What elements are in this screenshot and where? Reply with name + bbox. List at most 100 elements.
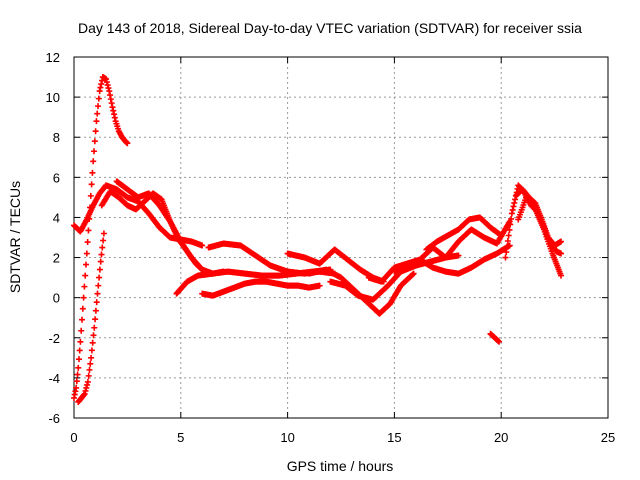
series-arc-3 (71, 182, 206, 249)
data-point (95, 282, 102, 289)
data-point (88, 181, 95, 188)
data-point (199, 242, 206, 249)
series-arc-2 (75, 230, 107, 405)
data-point (95, 95, 102, 102)
data-point (93, 118, 100, 125)
data-points (71, 74, 565, 405)
data-point (91, 324, 98, 331)
x-tick-label: 15 (387, 430, 401, 445)
data-point (109, 104, 116, 111)
data-point (92, 307, 99, 314)
data-point (506, 226, 513, 233)
data-point (504, 238, 511, 245)
data-point (316, 282, 323, 289)
data-point (84, 381, 91, 388)
data-point (83, 384, 90, 391)
y-tick-label: 4 (53, 210, 60, 225)
data-point (96, 274, 103, 281)
series-arc-17 (513, 186, 565, 249)
data-point (84, 378, 91, 385)
data-point (96, 266, 103, 273)
data-point (97, 258, 104, 265)
series-arc-14 (423, 214, 505, 253)
data-point (509, 206, 516, 213)
data-point (94, 290, 101, 297)
y-tick-label: 6 (53, 170, 60, 185)
data-point (98, 251, 105, 258)
data-point (110, 107, 117, 114)
data-point (87, 360, 94, 367)
data-point (512, 196, 519, 203)
data-point (82, 387, 89, 394)
data-point (105, 85, 112, 92)
data-point (124, 140, 131, 147)
data-point (82, 272, 89, 279)
data-point (99, 244, 106, 251)
data-point (85, 372, 92, 379)
data-point (511, 199, 518, 206)
data-point (495, 337, 502, 344)
y-axis-label: SDTVAR / TECUs (7, 181, 23, 293)
series-arc-15 (502, 182, 565, 261)
y-tick-label: -4 (48, 371, 60, 386)
data-point (103, 79, 110, 86)
grid (74, 57, 608, 418)
data-point (510, 203, 517, 210)
data-point (103, 76, 110, 83)
data-point (498, 232, 505, 239)
data-point (496, 338, 503, 345)
data-point (83, 250, 90, 257)
data-point (107, 92, 114, 99)
data-point (409, 271, 416, 278)
data-point (108, 100, 115, 107)
series-arc-16 (515, 192, 565, 279)
series-arc-1 (71, 74, 131, 401)
y-tick-label: 8 (53, 130, 60, 145)
data-point (73, 384, 80, 391)
data-point (94, 110, 101, 117)
data-point (77, 338, 84, 345)
data-point (507, 221, 514, 228)
x-tick-label: 20 (494, 430, 508, 445)
data-point (84, 239, 91, 246)
data-point (455, 252, 462, 259)
data-point (104, 82, 111, 89)
x-tick-label: 5 (177, 430, 184, 445)
data-point (558, 250, 565, 257)
data-point (508, 210, 515, 217)
y-tick-label: 0 (53, 291, 60, 306)
data-point (93, 299, 100, 306)
data-point (89, 339, 96, 346)
data-point (75, 356, 82, 363)
data-point (75, 364, 82, 371)
data-point (98, 81, 105, 88)
data-point (90, 158, 97, 165)
data-point (100, 230, 107, 237)
data-point (111, 114, 118, 121)
data-point (80, 294, 87, 301)
data-point (89, 169, 96, 176)
data-point (107, 96, 114, 103)
data-point (85, 227, 92, 234)
y-tick-label: -2 (48, 331, 60, 346)
series-arc-7 (199, 278, 323, 299)
x-tick-label: 10 (280, 430, 294, 445)
axis-ticks: 0 5 10 15 20 25 -6 -4 -2 0 2 4 6 8 10 12 (46, 50, 616, 445)
data-point (81, 390, 88, 397)
series-arc-5 (113, 178, 227, 277)
data-point (88, 347, 95, 354)
series-arc-18 (487, 330, 503, 345)
data-point (96, 88, 103, 95)
y-tick-label: 2 (53, 251, 60, 266)
data-point (92, 316, 99, 323)
data-point (87, 192, 94, 199)
y-tick-label: 12 (46, 50, 60, 65)
data-point (97, 84, 104, 91)
data-point (508, 215, 515, 222)
data-point (92, 128, 99, 135)
data-point (78, 327, 85, 334)
data-point (74, 371, 81, 378)
data-point (79, 316, 86, 323)
data-point (502, 254, 509, 261)
